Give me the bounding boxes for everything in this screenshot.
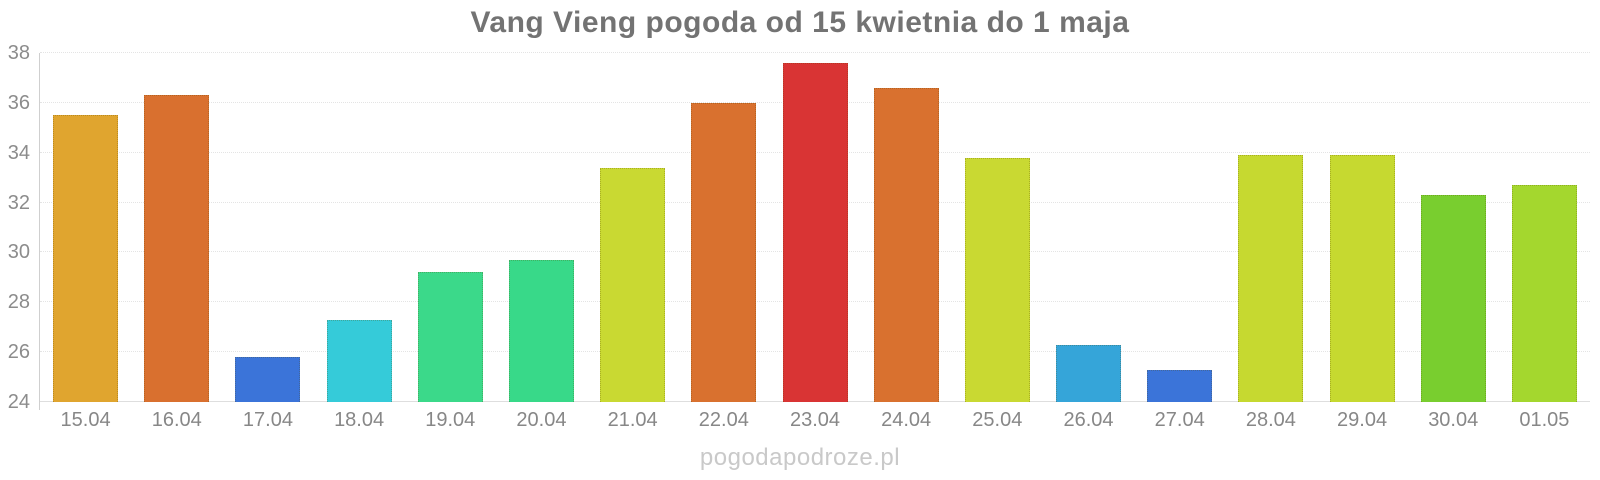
y-axis-label: 34 bbox=[7, 141, 30, 164]
x-axis-label: 29.04 bbox=[1337, 409, 1388, 431]
x-axis-label: 22.04 bbox=[698, 409, 749, 431]
bar[interactable] bbox=[235, 357, 301, 402]
x-axis-label: 26.04 bbox=[1063, 409, 1114, 431]
bar[interactable] bbox=[873, 87, 939, 402]
bar[interactable] bbox=[1511, 185, 1577, 402]
y-axis-label: 38 bbox=[7, 42, 30, 64]
x-axis-label: 24.04 bbox=[881, 409, 932, 431]
bar[interactable] bbox=[691, 102, 757, 402]
x-axis: 15.04 16.04 17.04 18.04 19.04 20.04 21.04 22.04… bbox=[40, 407, 1590, 435]
x-axis-label: 16.04 bbox=[151, 409, 202, 431]
y-axis-label: 26 bbox=[7, 341, 30, 364]
y-axis-label: 28 bbox=[7, 291, 30, 314]
x-axis-label: 19.04 bbox=[425, 409, 476, 431]
x-axis-label: 27.04 bbox=[1154, 409, 1205, 431]
x-axis-label: 30.04 bbox=[1428, 409, 1479, 431]
x-axis-label: 01.05 bbox=[1519, 409, 1570, 431]
bar[interactable] bbox=[1056, 344, 1122, 402]
y-axis-label: 30 bbox=[7, 241, 30, 264]
watermark: pogodapodroze.pl bbox=[699, 444, 901, 471]
bar[interactable] bbox=[1420, 195, 1486, 402]
bar[interactable] bbox=[53, 115, 119, 402]
bar[interactable] bbox=[1147, 369, 1213, 402]
x-axis-label: 20.04 bbox=[516, 409, 567, 431]
x-axis-label: 28.04 bbox=[1245, 409, 1296, 431]
bar[interactable] bbox=[964, 157, 1030, 402]
x-axis-label: 21.04 bbox=[607, 409, 658, 431]
bar[interactable] bbox=[326, 319, 392, 402]
x-axis-label: 25.04 bbox=[972, 409, 1023, 431]
y-axis: 24 26 28 30 32 34 36 38 bbox=[0, 43, 32, 412]
x-axis-label: 18.04 bbox=[334, 409, 385, 431]
x-axis-label: 15.04 bbox=[60, 409, 111, 431]
gridline bbox=[40, 52, 1590, 53]
y-axis-label: 24 bbox=[7, 391, 30, 413]
bar[interactable] bbox=[1238, 155, 1304, 402]
bar[interactable] bbox=[782, 62, 848, 402]
bar[interactable] bbox=[508, 259, 574, 402]
x-axis-label: 23.04 bbox=[789, 409, 841, 431]
bar[interactable] bbox=[600, 167, 666, 402]
y-axis-line bbox=[39, 53, 40, 410]
y-axis-label: 32 bbox=[7, 191, 30, 214]
y-axis-label: 36 bbox=[7, 91, 30, 114]
x-axis-label: 17.04 bbox=[242, 409, 293, 431]
bar[interactable] bbox=[1329, 155, 1395, 402]
bar[interactable] bbox=[417, 272, 483, 402]
chart-title: Vang Vieng pogoda od 15 kwietnia do 1 ma… bbox=[470, 6, 1130, 39]
plot-area bbox=[40, 52, 1590, 402]
bar[interactable] bbox=[144, 95, 210, 402]
